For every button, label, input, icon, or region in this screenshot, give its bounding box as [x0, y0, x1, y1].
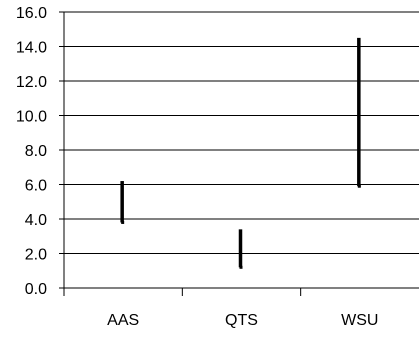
x-tick-label: AAS — [107, 312, 139, 329]
y-tick-label: 12.0 — [16, 74, 47, 91]
x-tick-label: QTS — [225, 312, 258, 329]
x-tick-label: WSU — [341, 312, 378, 329]
axes — [59, 11, 302, 296]
y-tick-label: 10.0 — [16, 109, 47, 126]
y-tick-labels: 0.0 2.0 4.0 6.0 8.0 10.0 12.0 14.0 16.0 — [16, 5, 47, 298]
y-tick-label: 4.0 — [25, 212, 47, 229]
range-bars — [120, 37, 361, 269]
y-tick-label: 0.0 — [25, 281, 47, 298]
y-tick-label: 2.0 — [25, 247, 47, 264]
y-tick-label: 16.0 — [16, 5, 47, 22]
y-tick-label: 8.0 — [25, 143, 47, 160]
y-tick-label: 6.0 — [25, 178, 47, 195]
x-tick-labels: AAS QTS WSU — [107, 312, 378, 329]
y-tick-label: 14.0 — [16, 40, 47, 57]
